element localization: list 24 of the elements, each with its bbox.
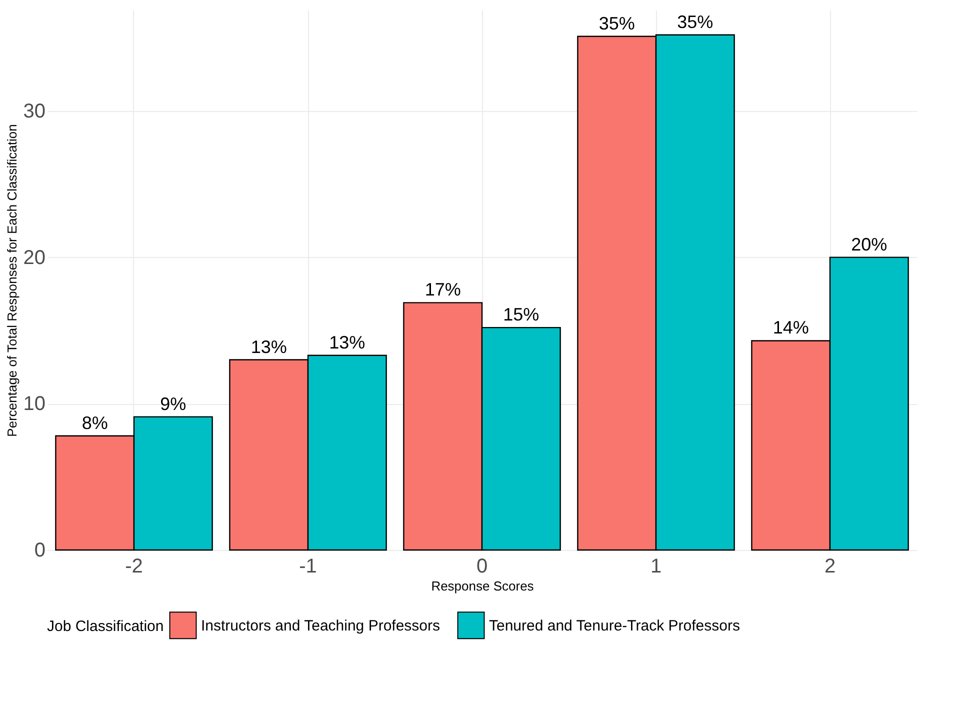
data-label: 15% <box>503 304 540 325</box>
data-label: 17% <box>424 280 461 300</box>
y-tick-label: 0 <box>34 540 46 562</box>
data-label: 8% <box>82 412 108 433</box>
data-label: 35% <box>677 12 714 32</box>
legend-title: Job Classification <box>47 618 164 635</box>
legend-label: Tenured and Tenure-Track Professors <box>489 617 740 634</box>
data-label: 13% <box>250 336 287 357</box>
x-tick-label: 2 <box>824 556 836 578</box>
y-tick-label: 20 <box>23 246 46 269</box>
x-axis-title: Response Scores <box>431 578 534 594</box>
x-tick-label: -1 <box>299 556 317 578</box>
data-label: 20% <box>851 234 888 254</box>
x-tick-label: -2 <box>125 556 143 578</box>
data-label: 35% <box>598 13 635 34</box>
data-label: 9% <box>160 394 186 414</box>
y-tick-label: 30 <box>23 100 46 122</box>
legend-label: Instructors and Teaching Professors <box>201 617 440 634</box>
data-label: 14% <box>772 318 809 338</box>
x-tick-label: 1 <box>650 556 662 578</box>
data-label: 13% <box>329 332 366 352</box>
x-tick-label: 0 <box>476 556 488 578</box>
y-tick-label: 10 <box>23 393 46 416</box>
y-axis-title: Percentage of Total Responses for Each Classification <box>4 124 20 437</box>
